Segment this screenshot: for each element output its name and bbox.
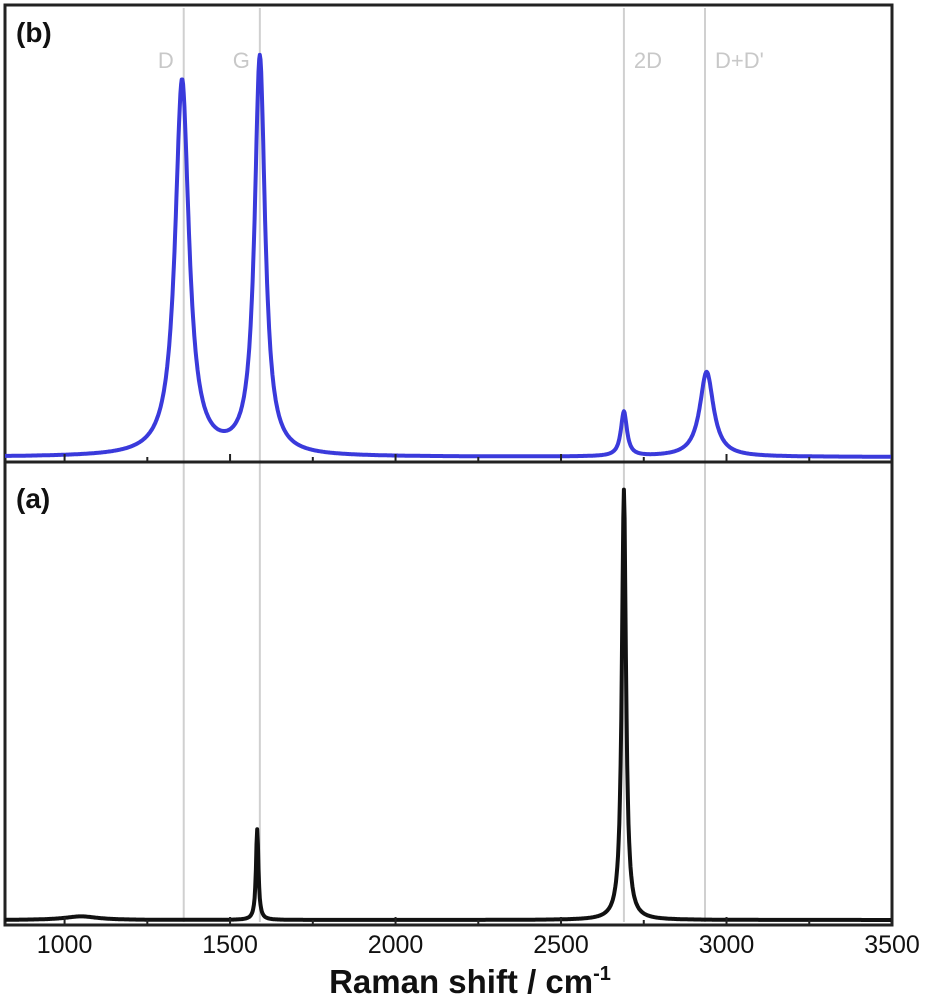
peak-label-g: G xyxy=(233,48,250,73)
peak-label-dd: D+D' xyxy=(715,48,764,73)
peak-labels: D G 2D D+D' xyxy=(158,48,764,73)
x-tick-label: 1000 xyxy=(37,931,93,959)
panel-label-a: (a) xyxy=(16,483,50,514)
x-tick-label: 2000 xyxy=(368,931,424,959)
x-ticks xyxy=(63,454,893,925)
x-tick-label: 3000 xyxy=(699,931,755,959)
plot-frame xyxy=(3,3,894,927)
x-tick-label: 1500 xyxy=(202,931,258,959)
x-axis-title-main: Raman shift / cm xyxy=(329,963,593,1000)
peak-label-2d: 2D xyxy=(634,48,662,73)
x-tick-label: 2500 xyxy=(533,931,589,959)
x-axis-title-superscript: -1 xyxy=(593,963,611,985)
peak-label-d: D xyxy=(158,48,174,73)
panel-label-b: (b) xyxy=(16,17,52,48)
spectra-curves xyxy=(3,52,894,922)
x-tick-labels: 1000 1500 2000 2500 3000 3500 xyxy=(37,931,920,959)
x-tick-label: 3500 xyxy=(864,931,920,959)
spectrum-line-panel-b xyxy=(3,52,894,459)
x-axis-title: Raman shift / cm-1 xyxy=(329,963,611,1000)
spectrum-line-panel-a xyxy=(3,487,894,922)
reference-lines xyxy=(182,8,707,922)
